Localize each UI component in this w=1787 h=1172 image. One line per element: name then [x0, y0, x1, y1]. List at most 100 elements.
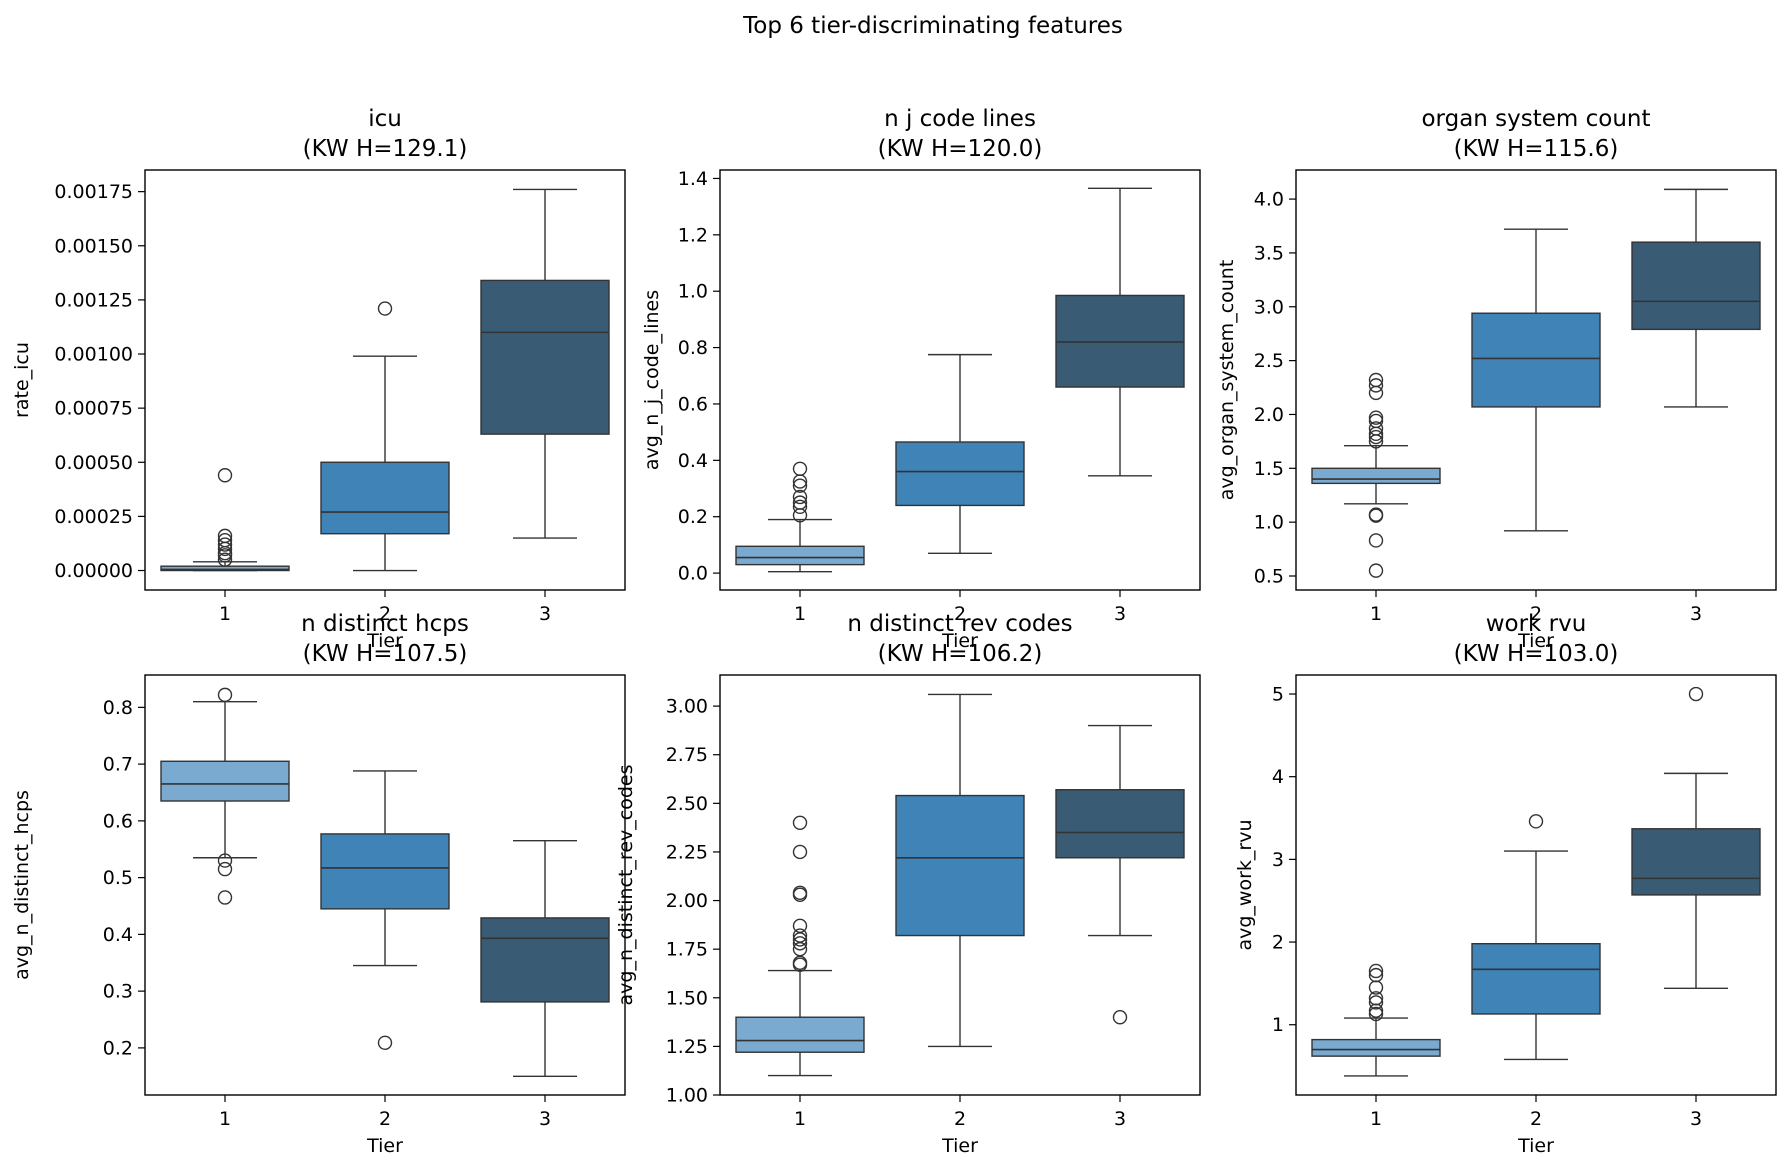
subplot-4: n distinct hcps (KW H=107.5) 0.2 0.3 0.4 0.5 0…: [11, 611, 626, 1157]
y-tick-label: 0.8: [103, 697, 133, 719]
y-tick-label: 0.00025: [54, 506, 133, 528]
x-axis-label: Tier: [1517, 1135, 1554, 1157]
y-axis-label: avg_n_distinct_hcps: [11, 790, 33, 980]
outlier-point: [792, 844, 808, 860]
y-tick-label: 4: [1272, 766, 1284, 788]
iqr-box: [320, 461, 450, 535]
y-tick-label: 1.2: [678, 224, 708, 246]
box-group-tier-2: [1471, 814, 1601, 1061]
y-tick-label: 0.8: [678, 337, 708, 359]
x-tick-label: 3: [539, 603, 551, 625]
x-tick-label: 1: [1370, 603, 1382, 625]
axes-frame: [144, 674, 626, 1096]
outlier-point: [377, 301, 393, 316]
outlier-point: [792, 815, 808, 830]
y-tick-label: 2.25: [666, 841, 708, 863]
subplot-title: organ system count: [1421, 106, 1650, 132]
y-tick-label: 2.75: [666, 744, 708, 766]
outlier-point: [1368, 426, 1384, 442]
outlier-point: [1368, 980, 1384, 995]
subplot-5: n distinct rev codes (KW H=106.2) 1.00 1.25…: [615, 611, 1201, 1157]
outlier-point: [377, 1035, 393, 1050]
box-group-tier-3: [1055, 187, 1185, 477]
outlier-point: [1368, 410, 1384, 425]
outlier-point: [792, 887, 808, 902]
outlier-point: [792, 936, 808, 951]
outlier-point: [792, 489, 808, 505]
outlier-point: [1368, 563, 1384, 578]
box-group-tier-3: [1631, 686, 1761, 990]
y-tick-label: 0.0: [678, 563, 708, 585]
subplot-title: n distinct rev codes: [847, 611, 1072, 637]
outlier-point: [1368, 1003, 1384, 1018]
y-axis-label: avg_n_distinct_rev_codes: [615, 765, 637, 1006]
x-tick-label: 2: [1530, 1108, 1542, 1130]
box-group-tier-2: [320, 301, 450, 572]
outlier-point: [1368, 507, 1384, 522]
y-tick-label: 0.4: [678, 450, 708, 472]
y-tick-label: 5: [1272, 684, 1284, 706]
box-group-tier-3: [1631, 188, 1761, 408]
y-tick-label: 0.5: [1254, 566, 1284, 588]
y-tick-label: 0.3: [103, 981, 133, 1003]
iqr-box: [320, 833, 450, 910]
y-tick-label: 3.00: [666, 696, 708, 718]
outlier-point: [1528, 814, 1544, 829]
y-tick-label: 2.00: [666, 890, 708, 912]
outlier-point: [1368, 434, 1384, 449]
x-axis-label: Tier: [366, 630, 403, 652]
x-tick-label: 1: [219, 1108, 231, 1130]
y-tick-label: 1.25: [666, 1036, 708, 1058]
iqr-box: [160, 760, 290, 802]
outlier-point: [1368, 508, 1384, 523]
y-tick-label: 3.0: [1254, 296, 1284, 318]
box-group-tier-1: [1311, 372, 1441, 578]
iqr-box: [735, 1016, 865, 1053]
y-tick-label: 4.0: [1254, 189, 1284, 211]
subplot-subtitle: (KW H=106.2): [878, 641, 1043, 667]
subplot-1: icu (KW H=129.1) 0.00000 0.00025 0.00050 0.00…: [11, 106, 626, 652]
axes-frame: [1295, 169, 1777, 591]
subplot-6: work rvu (KW H=103.0) 1 2 3 4 5 1 2 3 Tier avg_work…: [1234, 611, 1777, 1157]
axes-frame: [144, 169, 626, 591]
y-tick-label: 3: [1272, 849, 1284, 871]
y-tick-label: 1.4: [678, 168, 708, 190]
iqr-box: [1055, 789, 1185, 859]
y-tick-label: 2.50: [666, 793, 708, 815]
y-tick-label: 0.7: [103, 754, 133, 776]
box-group-tier-2: [895, 693, 1025, 1048]
x-tick-label: 2: [954, 603, 966, 625]
subplot-title: n distinct hcps: [301, 611, 469, 637]
x-axis-label: Tier: [941, 1135, 978, 1157]
y-tick-label: 0.2: [678, 506, 708, 528]
box-group-tier-3: [480, 188, 610, 539]
y-tick-label: 1.0: [678, 281, 708, 303]
outlier-point: [792, 461, 808, 476]
figure-title: Top 6 tier-discriminating features: [742, 13, 1123, 39]
y-tick-label: 0.6: [103, 810, 133, 832]
y-tick-label: 0.00175: [54, 181, 133, 203]
box-group-tier-1: [160, 687, 290, 905]
iqr-box: [1471, 312, 1601, 408]
y-tick-label: 0.00050: [54, 452, 133, 474]
outlier-point: [792, 508, 808, 523]
box-group-tier-3: [480, 840, 610, 1077]
y-axis-label: rate_icu: [11, 342, 33, 418]
y-tick-label: 0.00000: [54, 560, 133, 582]
y-axis-label: avg_n_j_code_lines: [641, 290, 663, 470]
x-tick-label: 2: [954, 1108, 966, 1130]
outlier-point: [792, 474, 808, 489]
subplot-subtitle: (KW H=107.5): [303, 641, 468, 667]
box-group-tier-2: [1471, 228, 1601, 532]
outlier-point: [792, 499, 808, 515]
subplot-title: n j code lines: [884, 106, 1036, 132]
y-tick-label: 2.0: [1254, 404, 1284, 426]
y-tick-label: 2: [1272, 932, 1284, 954]
iqr-box: [735, 545, 865, 566]
iqr-box: [895, 441, 1025, 507]
y-axis-label: avg_work_rvu: [1234, 819, 1256, 950]
y-tick-label: 1.5: [1254, 458, 1284, 480]
subplot-subtitle: (KW H=129.1): [303, 136, 468, 162]
iqr-box: [1631, 828, 1761, 896]
